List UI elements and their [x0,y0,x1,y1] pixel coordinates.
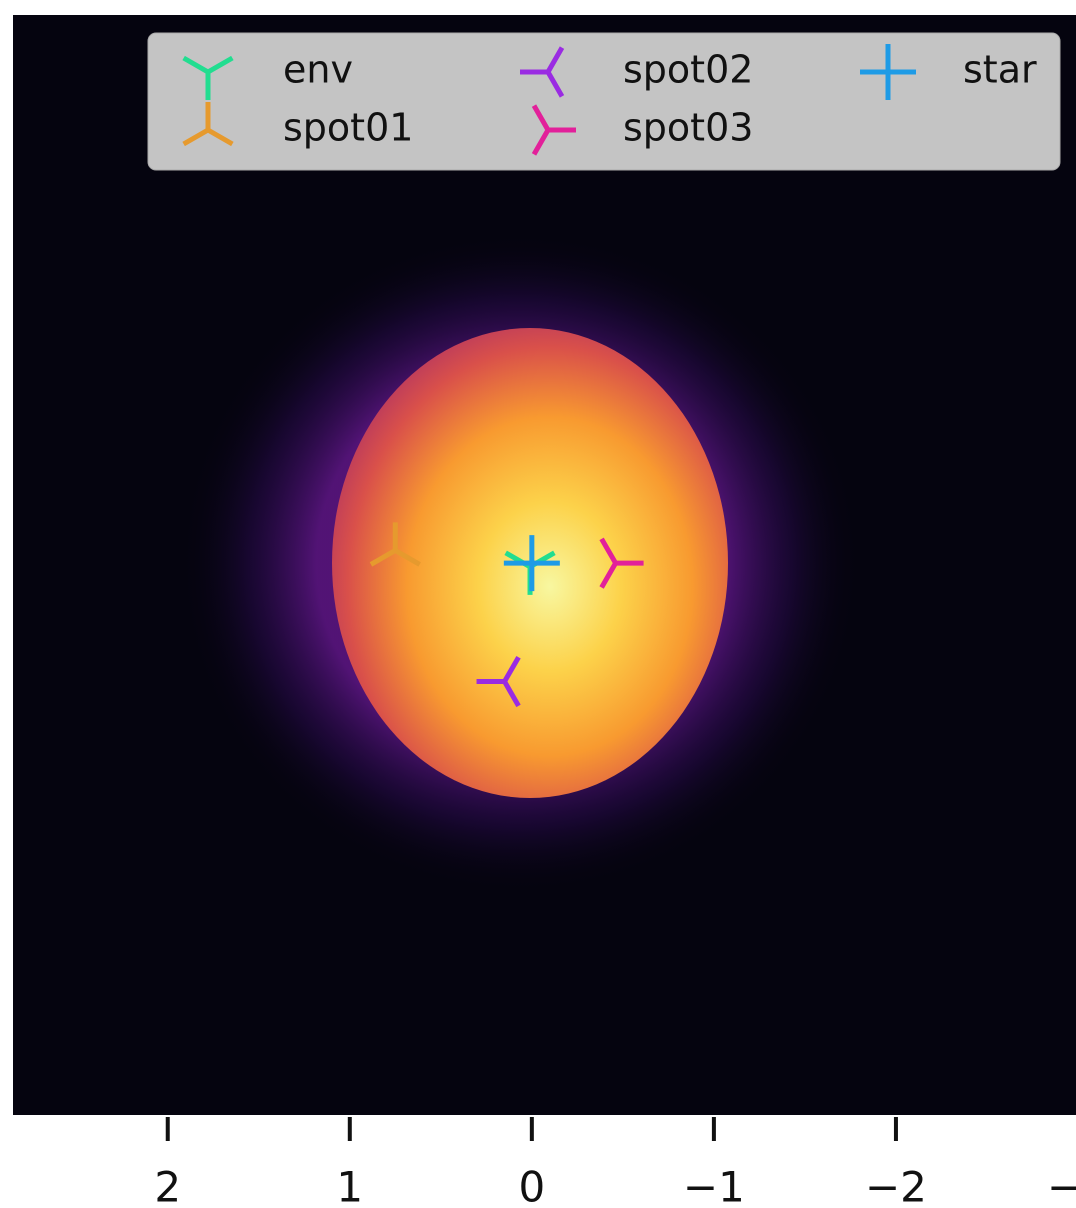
x-tick-label: 0 [518,1163,545,1208]
x-tick-label: 2 [154,1163,181,1208]
legend-label: spot02 [623,48,753,92]
x-tick-label: −2 [865,1163,927,1208]
x-tick-label: −1 [683,1163,745,1208]
legend-label: spot01 [283,106,413,150]
legend-label: env [283,48,353,92]
legend-label: star [963,48,1037,92]
x-tick-label: 1 [336,1163,363,1208]
legend: env spot01 spot02 spot03 star [148,33,1060,170]
x-tick-label: −3 [1047,1163,1076,1208]
chart: env spot01 spot02 spot03 star 2 1 0 −1 −2 −3 [0,0,1076,1208]
legend-label: spot03 [623,106,753,150]
